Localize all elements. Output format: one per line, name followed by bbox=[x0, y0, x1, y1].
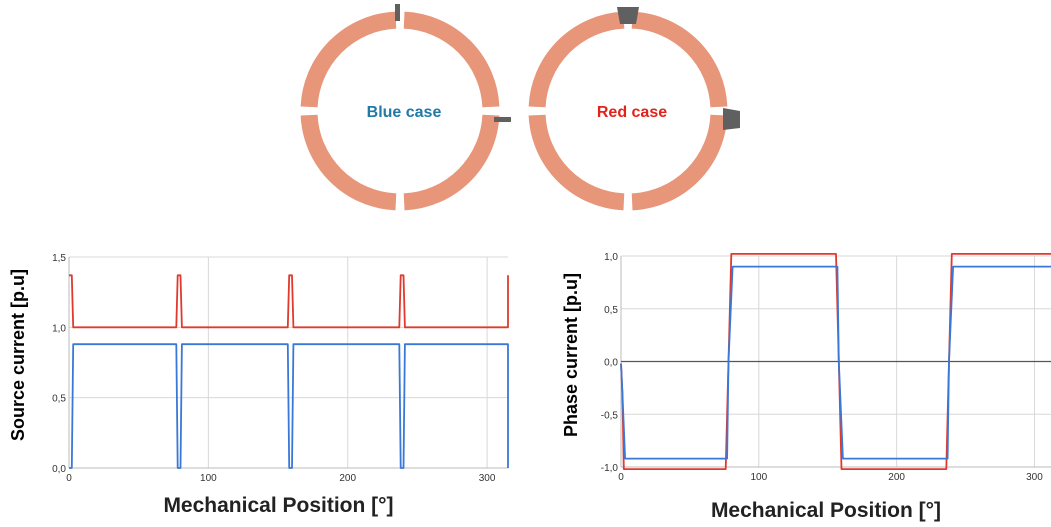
y-tick-label: 0,0 bbox=[52, 464, 66, 475]
source-current-chart: 0 100 200 300 0,0 0,5 1,0 1,5 Source current [p.… bbox=[8, 253, 509, 517]
phase-current-chart: 0 100 200 300 -1,0 -0,5 0,0 0,5 1,0 Phase current… bbox=[561, 252, 1051, 522]
ring-label: Blue case bbox=[367, 104, 442, 121]
conductor-slot-2 bbox=[494, 117, 511, 122]
x-tick-label: 0 bbox=[66, 473, 72, 484]
y-tick-label: 1,0 bbox=[52, 323, 66, 334]
x-axis-label: Mechanical Position [°] bbox=[711, 499, 941, 522]
y-axis-label: Phase current [p.u] bbox=[561, 273, 581, 437]
ring-label: Red case bbox=[597, 104, 667, 121]
series-red-line bbox=[69, 274, 509, 329]
ring-segment bbox=[528, 114, 625, 211]
ring-segment bbox=[631, 114, 728, 211]
ring-segment bbox=[528, 11, 625, 108]
y-tick-label: 0,5 bbox=[604, 305, 618, 316]
ring-segment bbox=[300, 11, 397, 108]
ring-segment bbox=[631, 11, 728, 108]
ring-segment bbox=[300, 114, 397, 211]
series-blue-line bbox=[69, 343, 509, 469]
conductor-slot-2 bbox=[723, 108, 740, 130]
x-tick-label: 100 bbox=[750, 472, 767, 483]
rings-layer: Blue case Red case bbox=[300, 4, 740, 211]
y-tick-label: 1,0 bbox=[604, 252, 618, 263]
y-tick-label: 0,0 bbox=[604, 358, 618, 369]
series-blue-line bbox=[620, 265, 1051, 460]
stator-ring-1: Blue case bbox=[300, 4, 511, 211]
y-tick-label: -0,5 bbox=[601, 410, 619, 421]
y-tick-label: 1,5 bbox=[52, 253, 66, 264]
x-tick-label: 0 bbox=[618, 472, 624, 483]
x-tick-label: 300 bbox=[1026, 472, 1043, 483]
conductor-slot-1 bbox=[395, 4, 400, 21]
ring-segment bbox=[403, 11, 500, 108]
x-tick-label: 200 bbox=[888, 472, 905, 483]
ring-segment bbox=[403, 114, 500, 211]
y-axis-label: Source current [p.u] bbox=[8, 269, 28, 441]
y-tick-label: -1,0 bbox=[601, 463, 619, 474]
stator-ring-2: Red case bbox=[528, 7, 740, 211]
x-tick-label: 200 bbox=[339, 473, 356, 484]
x-tick-label: 100 bbox=[200, 473, 217, 484]
y-tick-label: 0,5 bbox=[52, 394, 66, 405]
x-tick-label: 300 bbox=[479, 473, 496, 484]
x-axis-label: Mechanical Position [°] bbox=[163, 494, 393, 517]
conductor-slot-1 bbox=[617, 7, 639, 24]
